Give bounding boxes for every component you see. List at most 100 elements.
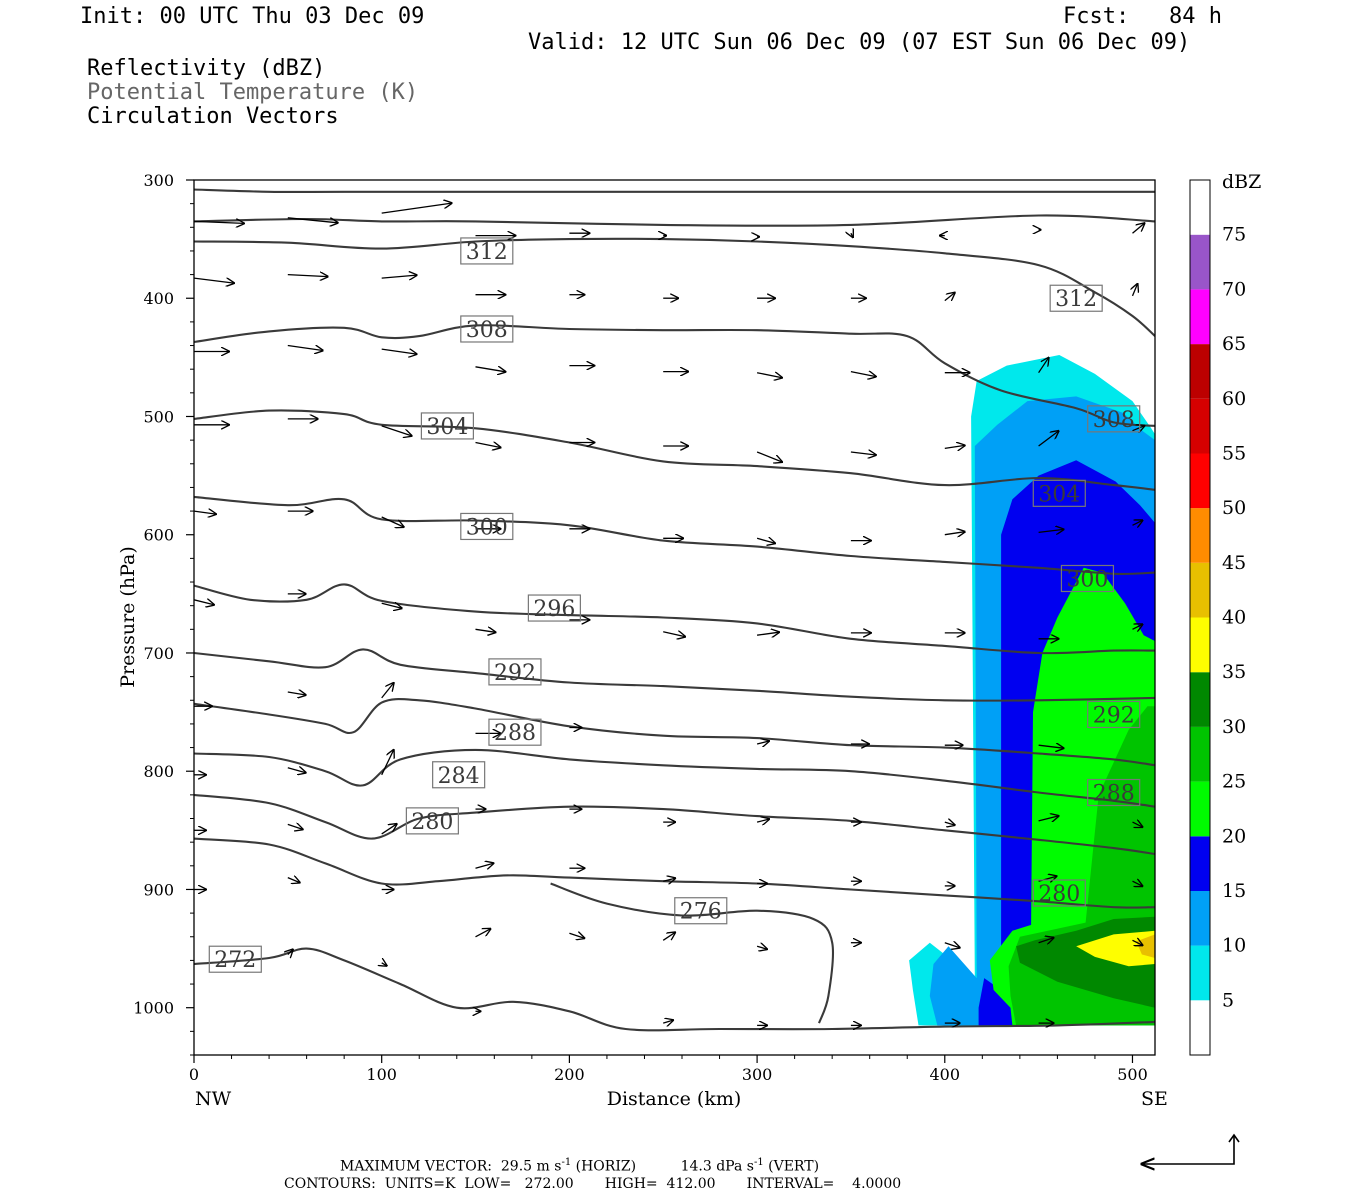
circulation-vector [1038,529,1064,532]
circulation-vector [475,929,491,938]
x-right-end-label: SE [1141,1088,1168,1110]
isentrope-line [194,698,1155,767]
colorbar-tick-label: 65 [1222,333,1246,355]
circulation-vector [944,445,965,448]
contour-label-box [488,658,542,686]
contour-label: 312 [466,240,508,265]
contour-label-box [208,945,262,973]
colorbar-bin [1190,945,1210,1001]
circulation-vector [194,600,214,605]
circulation-vector [756,946,767,949]
circulation-vector [287,824,303,829]
circulation-vector [1132,822,1143,827]
contour-label-box [420,412,474,440]
x-left-end-label: NW [195,1088,232,1110]
isentrope-line [194,237,1155,337]
x-tick-label: 400 [930,1065,961,1084]
contour-label-box [488,718,542,746]
x-tick-label: 200 [554,1065,585,1084]
valid-time: Valid: 12 UTC Sun 06 Dec 09 (07 EST Sun … [528,30,1191,55]
circulation-vector [756,538,775,543]
circulation-vector [382,963,387,966]
circulation-vector [850,372,876,377]
colorbar-tick-label: 25 [1222,771,1246,793]
circulation-vector [944,822,955,825]
colorbar: 5 10 15 20 25 30 35 40 45 50 55 60 65 70 75 [1189,179,1246,1056]
y-tick-label: 300 [143,171,174,190]
colorbar-tick-label: 20 [1222,825,1246,847]
colorbar-tick-label: 15 [1222,880,1246,902]
colorbar-tick-label: 55 [1222,442,1246,464]
isentrope-contours [194,188,1155,1032]
circulation-vector [1038,938,1054,943]
circulation-vector [287,878,300,883]
isentrope-line [550,882,835,1024]
contour-label: 292 [1093,703,1135,728]
circulation-vector [381,683,394,699]
circulation-vector [381,603,402,608]
field-vectors-title: Circulation Vectors [87,104,339,129]
isentrope-line [194,837,1155,909]
contour-label: 312 [1055,287,1097,312]
circulation-vector [663,878,675,881]
colorbar-title: dBZ [1222,171,1261,193]
circulation-vector [1038,431,1059,447]
y-tick-label: 600 [143,526,174,545]
isentrope-line [194,583,1155,655]
max-horiz-value: 29.5 m s [500,1158,562,1175]
colorbar-bin [1190,344,1210,399]
x-tick-label: 500 [1117,1065,1148,1084]
colorbar-tick-label: 60 [1222,388,1246,410]
isentrope-line [194,748,1155,808]
y-axis-label: Pressure (hPa) [117,546,139,688]
contour-label: 296 [533,597,575,622]
circulation-vector [756,741,769,744]
contour-label-box [1032,479,1086,507]
circulation-vector [381,425,412,436]
circulation-vector [944,943,960,948]
max-horiz-exponent: -1 [561,1157,572,1168]
x-tick-label: 300 [742,1065,773,1084]
colorbar-tick-label: 45 [1222,552,1246,574]
colorbar-bin [1190,1000,1210,1055]
max-vert-exponent: -1 [753,1157,764,1168]
circulation-vector [475,443,501,448]
colorbar-bin [1190,672,1210,727]
circulation-vector [194,511,216,514]
circulation-vector [662,932,675,941]
circulation-vector [381,348,417,354]
circulation-vector [1132,223,1145,234]
colorbar-frame [1189,179,1211,1056]
contour-label: 276 [680,900,722,925]
circulation-vector [287,344,323,351]
y-tick-label: 400 [143,289,174,308]
contour-label-box [1087,700,1141,729]
colorbar-bin [1190,617,1210,673]
contour-label: 288 [494,721,536,746]
contour-label: 288 [1093,782,1135,807]
circulation-vector [381,516,404,527]
contour-label: 272 [214,948,256,973]
colorbar-bin [1190,562,1210,618]
contour-label-box [1087,778,1141,807]
contour-label: 308 [466,318,508,343]
contour-label-box [1032,879,1086,907]
circulation-vector [1132,426,1145,431]
colorbar-bin [1190,180,1210,235]
contour-label: 308 [1093,408,1135,433]
isentrope-line [194,947,1155,1032]
circulation-vector [1038,745,1064,748]
contour-label-box [1087,405,1141,433]
colorbar-bin [1190,890,1210,946]
circulation-vector [1133,284,1138,297]
colorbar-bin [1190,289,1210,345]
circulation-vector [287,217,338,223]
colorbar-tick-label: 35 [1222,661,1246,683]
circulation-vector [1132,881,1143,886]
circulation-vector [381,824,397,835]
circulation-vector [756,819,769,822]
isentrope-line [194,409,1155,491]
contour-label-box [460,512,514,541]
forecast-hour: Fcst: 84 h [1063,4,1222,29]
contour-label-box [460,315,514,343]
